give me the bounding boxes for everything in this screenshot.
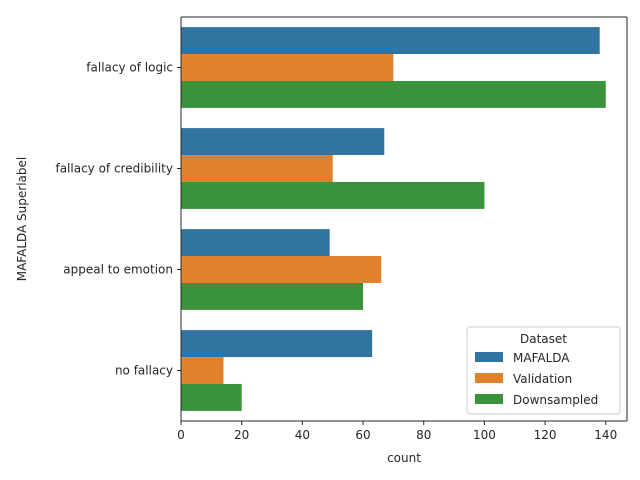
x-tick-label: 60 [355,428,370,442]
legend-label-downsampled: Downsampled [513,393,598,407]
bar-validation-fallacy-of-logic [181,54,394,81]
legend-items: MAFALDA Validation Downsampled [475,351,598,407]
x-tick-label: 20 [234,428,249,442]
y-tick-label: appeal to emotion [63,263,173,277]
bar-mafalda-no-fallacy [181,330,373,358]
bars-group [181,27,606,411]
bar-downsampled-appeal-to-emotion [181,282,364,310]
x-tick-label: 140 [594,428,617,442]
x-tick-label: 0 [177,428,185,442]
x-tick-label: 100 [473,428,496,442]
y-ticks-group: fallacy of logic fallacy of credibility ap… [55,61,181,378]
bar-downsampled-no-fallacy [181,383,242,411]
legend: Dataset MAFALDA Validation Downsampled [466,326,621,415]
y-tick-label: no fallacy [115,364,173,378]
bar-validation-appeal-to-emotion [181,256,382,283]
y-axis-title: MAFALDA Superlabel [15,157,29,282]
legend-swatch-validation [475,373,503,383]
bar-validation-no-fallacy [181,357,224,384]
legend-frame [466,326,621,415]
bar-mafalda-appeal-to-emotion [181,229,330,257]
bar-mafalda-fallacy-of-credibility [181,128,385,156]
legend-label-mafalda: MAFALDA [513,351,570,365]
legend-label-validation: Validation [513,372,572,386]
legend-swatch-downsampled [475,394,503,404]
x-axis-title: count [387,451,421,465]
bar-downsampled-fallacy-of-logic [181,80,606,108]
x-ticks-group: 0 20 40 60 80 100 120 140 [177,421,617,442]
axes-group [180,16,628,422]
bar-downsampled-fallacy-of-credibility [181,181,485,209]
bar-mafalda-fallacy-of-logic [181,27,600,55]
bar-validation-fallacy-of-credibility [181,155,333,182]
x-tick-label: 40 [295,428,310,442]
legend-title: Dataset [520,332,567,346]
y-tick-label: fallacy of credibility [55,162,173,176]
x-tick-label: 120 [534,428,557,442]
y-tick-label: fallacy of logic [86,61,173,75]
legend-swatch-mafalda [475,352,503,362]
x-tick-label: 80 [416,428,431,442]
